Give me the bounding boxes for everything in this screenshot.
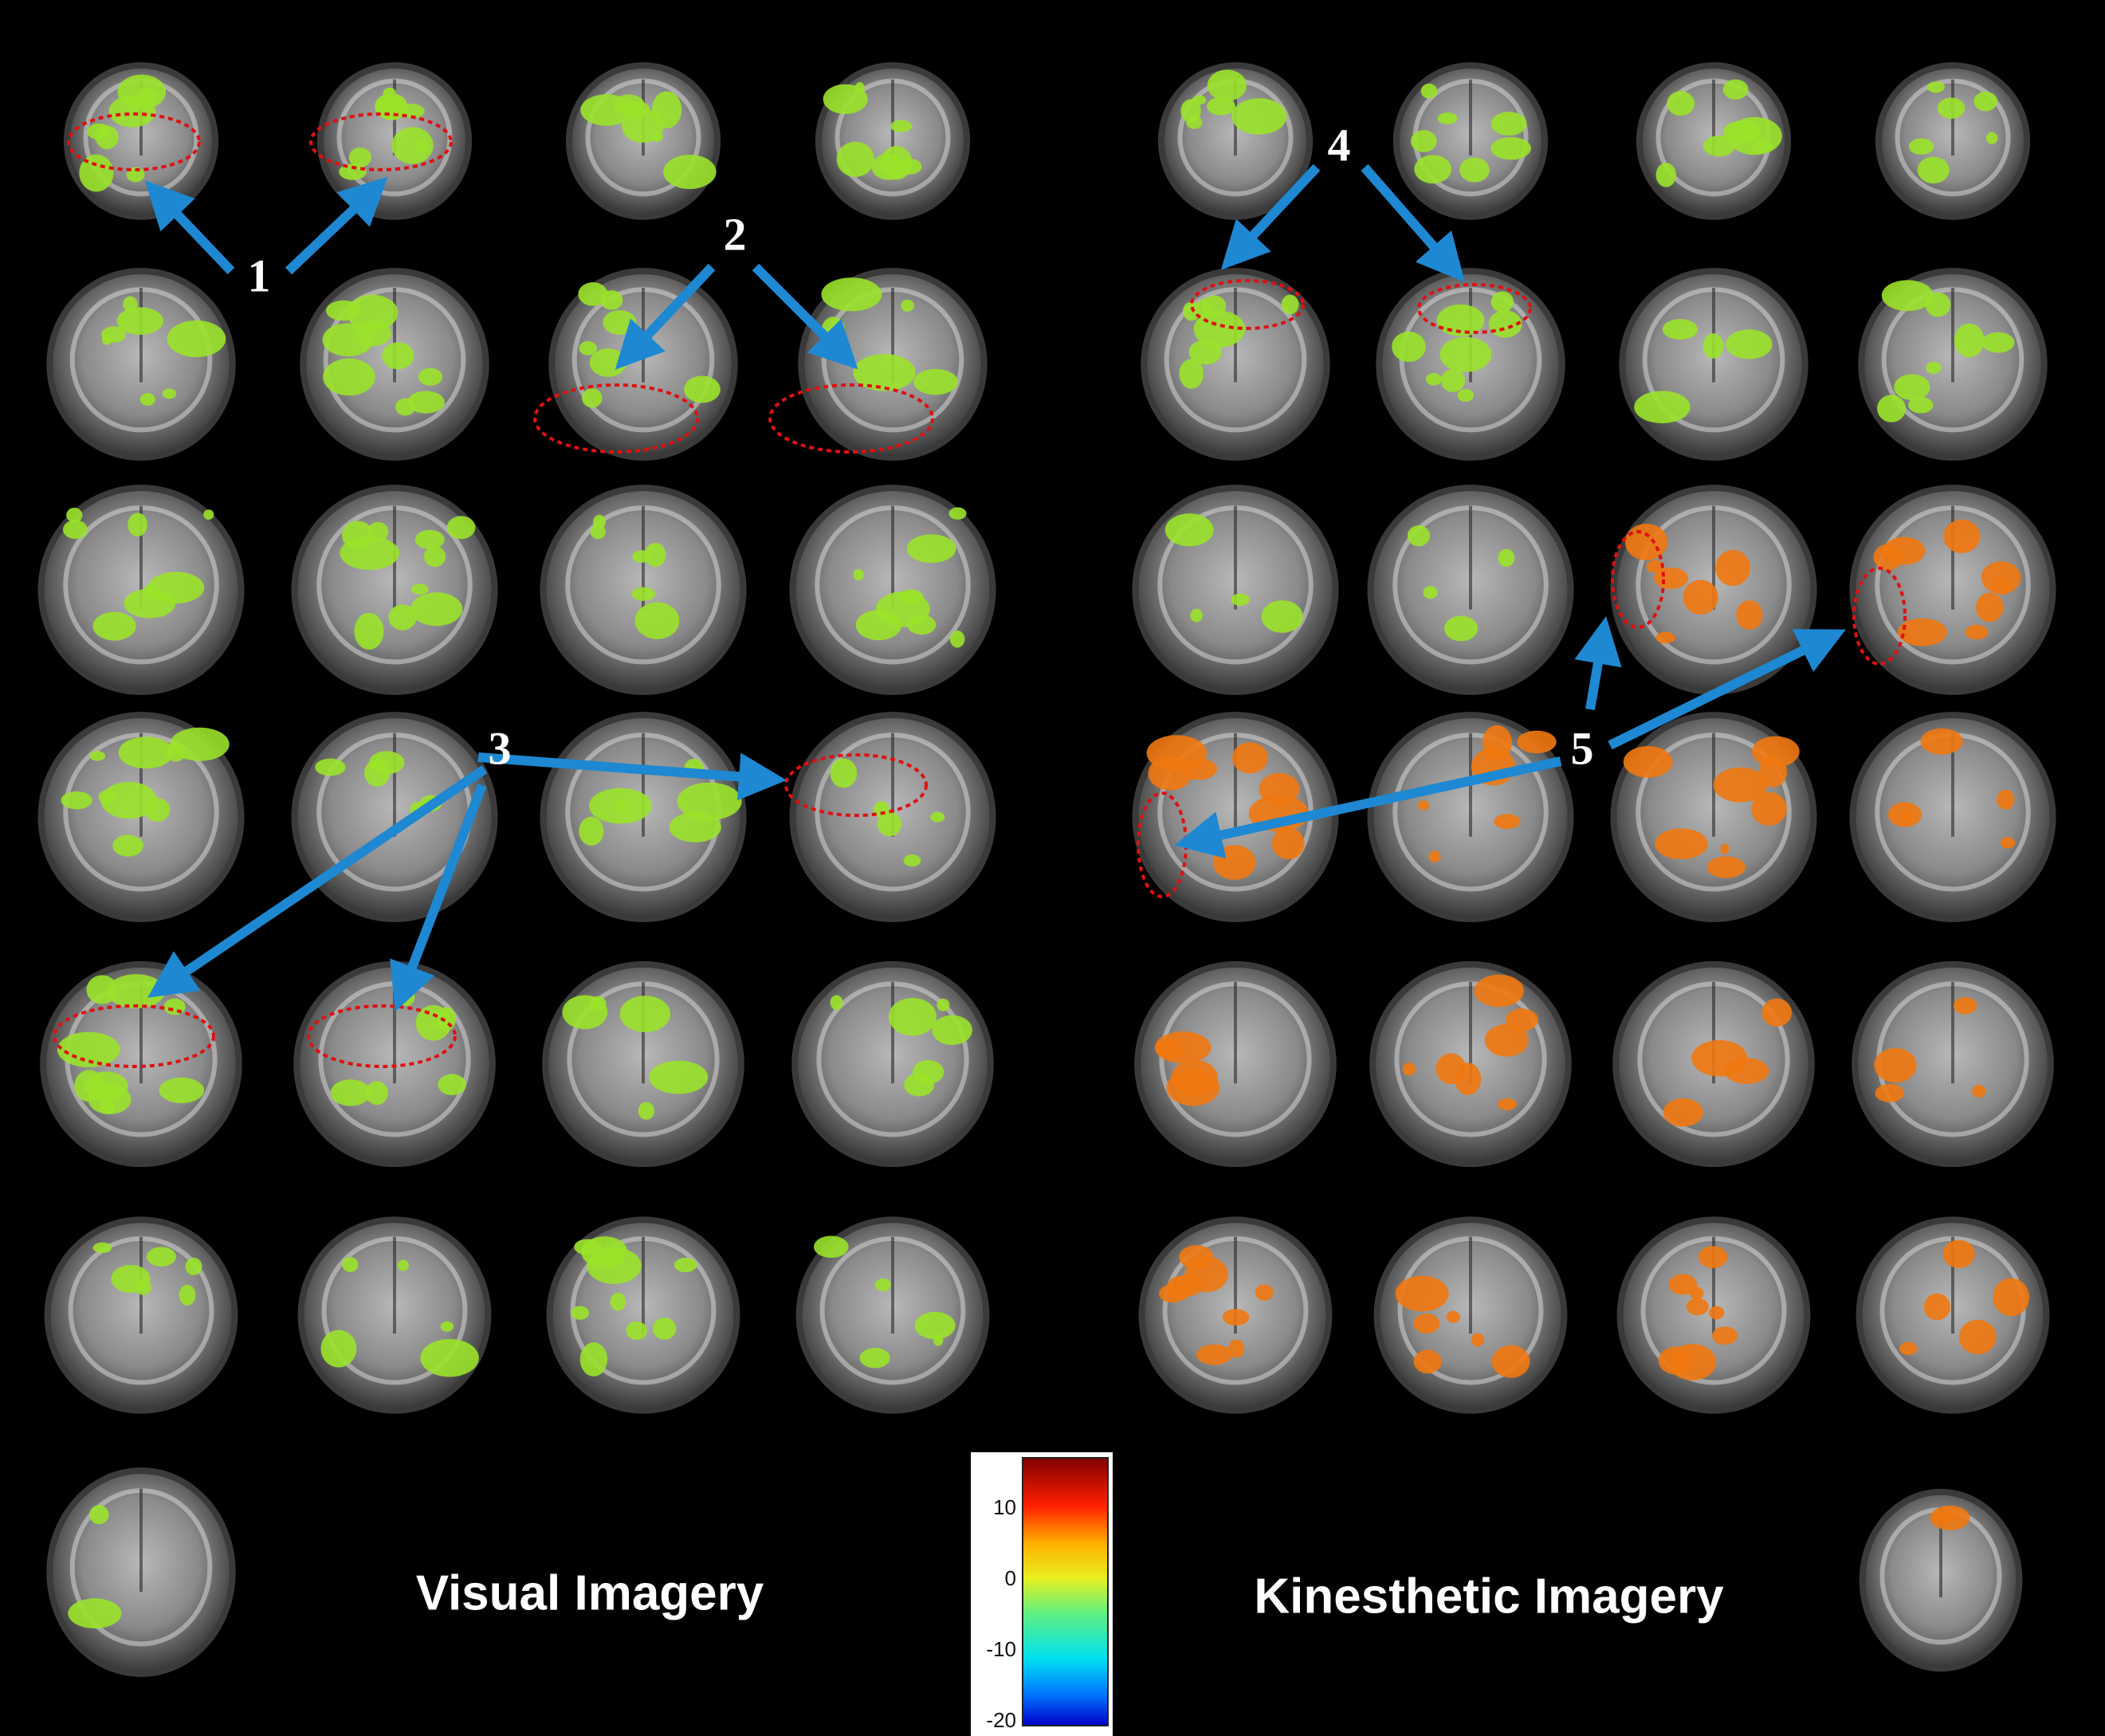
- callout-3: 3: [489, 722, 512, 774]
- callout-arrow-4: [752, 263, 858, 370]
- visual-slice-r1-c3: [565, 62, 721, 220]
- highlight-ellipse-7: [1611, 530, 1665, 629]
- kinesthetic-slice-r5-c1: [1134, 960, 1337, 1168]
- kinesthetic-slice-r3-c2: [1367, 485, 1574, 695]
- visual-slice-r2-c1: [46, 268, 236, 461]
- colorbar-tick-minus-10: -10: [986, 1637, 1016, 1661]
- callout-2: 2: [724, 208, 747, 260]
- kinesthetic-slice-r6-c2: [1373, 1216, 1568, 1414]
- callout-arrow-5: [1220, 163, 1321, 270]
- visual-slice-r2-c4: [798, 268, 988, 461]
- kinesthetic-slice-r3-c1: [1132, 485, 1339, 695]
- kinesthetic-slice-r4-c3: [1610, 712, 1817, 922]
- kinesthetic-slice-r1-c2: [1392, 62, 1549, 220]
- kinesthetic-imagery-title: Kinesthetic Imagery: [1254, 1569, 1724, 1624]
- colorbar-tick-minus-20: -20: [986, 1708, 1016, 1732]
- visual-slice-final: [46, 1467, 236, 1677]
- visual-slice-r3-c3: [540, 485, 747, 695]
- visual-slice-r2-c2: [300, 268, 489, 461]
- callout-4: 4: [1328, 119, 1351, 171]
- highlight-ellipse-1: [67, 112, 201, 171]
- visual-slice-r3-c2: [291, 485, 498, 695]
- visual-imagery-title: Visual Imagery: [416, 1565, 764, 1620]
- visual-slice-r4-c3: [540, 712, 747, 922]
- visual-slice-r6-c4: [795, 1216, 990, 1414]
- kinesthetic-slice-r4-c2: [1367, 712, 1574, 922]
- kinesthetic-slice-r2-c2: [1376, 268, 1565, 461]
- highlight-ellipse-3: [533, 383, 699, 454]
- callout-arrow-8: [147, 765, 488, 998]
- callout-arrow-7: [477, 752, 787, 801]
- highlight-ellipse-12: [307, 1004, 457, 1068]
- colorbar-tick-10: 10: [993, 1495, 1016, 1519]
- highlight-ellipse-4: [768, 383, 934, 454]
- visual-slice-r5-c4: [791, 960, 994, 1168]
- highlight-ellipse-8: [1852, 567, 1907, 666]
- highlight-ellipse-2: [309, 112, 453, 171]
- visual-slice-r3-c4: [789, 485, 996, 695]
- kinesthetic-slice-r5-c4: [1852, 960, 2054, 1168]
- kinesthetic-slice-r1-c4: [1875, 62, 2031, 220]
- kinesthetic-slice-r2-c3: [1619, 268, 1808, 461]
- visual-slice-r6-c2: [297, 1216, 492, 1414]
- kinesthetic-slice-r2-c1: [1141, 268, 1330, 461]
- visual-slice-r5-c2: [293, 960, 496, 1168]
- visual-slice-r6-c1: [44, 1216, 238, 1414]
- kinesthetic-slice-r5-c2: [1369, 960, 1572, 1168]
- visual-slice-r4-c4: [789, 712, 996, 922]
- visual-slice-r5-c1: [40, 960, 242, 1168]
- kinesthetic-imagery-slices: [1132, 62, 2056, 1672]
- highlight-ellipse-6: [1417, 283, 1532, 334]
- kinesthetic-slice-r1-c3: [1636, 62, 1792, 220]
- visual-slice-r6-c3: [546, 1216, 740, 1414]
- kinesthetic-slice-r3-c3: [1610, 485, 1817, 695]
- kinesthetic-slice-r6-c4: [1856, 1216, 2050, 1414]
- highlight-ellipse-5: [1190, 279, 1305, 330]
- callout-arrows: [144, 163, 1846, 1012]
- kinesthetic-slice-r4-c4: [1849, 712, 2056, 922]
- callout-5: 5: [1571, 722, 1594, 774]
- colorbar: 10 0 -10 -20: [971, 1452, 1113, 1736]
- highlight-ellipse-10: [784, 753, 928, 817]
- kinesthetic-slice-r6-c1: [1138, 1216, 1333, 1414]
- visual-slice-r1-c4: [815, 62, 971, 220]
- callout-arrow-10: [1574, 616, 1622, 711]
- kinesthetic-slice-r6-c3: [1616, 1216, 1811, 1414]
- kinesthetic-slice-r5-c3: [1612, 960, 1815, 1168]
- callout-arrow-1: [144, 180, 235, 275]
- visual-slice-r1-c1: [63, 62, 219, 220]
- highlight-ellipse-11: [53, 1004, 215, 1068]
- callout-1: 1: [248, 249, 271, 301]
- kinesthetic-slice-r3-c4: [1849, 485, 2056, 695]
- visual-slice-r1-c2: [316, 62, 473, 220]
- callout-arrow-12: [1174, 756, 1562, 859]
- callout-arrow-9: [390, 783, 487, 1012]
- colorbar-tick-0: 0: [1005, 1566, 1016, 1590]
- visual-imagery-slices: [37, 62, 996, 1677]
- visual-slice-r5-c3: [542, 960, 744, 1168]
- visual-slice-r2-c3: [548, 268, 738, 461]
- kinesthetic-slice-r2-c4: [1858, 268, 2048, 461]
- callout-arrow-2: [285, 176, 388, 275]
- visual-slice-r3-c1: [37, 485, 245, 695]
- kinesthetic-slice-final: [1859, 1488, 2023, 1672]
- visual-slice-r4-c1: [37, 712, 245, 922]
- callout-arrow-11: [1608, 629, 1846, 750]
- kinesthetic-slice-r1-c1: [1157, 62, 1314, 220]
- callout-arrow-6: [1361, 164, 1465, 283]
- callout-arrow-3: [615, 263, 716, 370]
